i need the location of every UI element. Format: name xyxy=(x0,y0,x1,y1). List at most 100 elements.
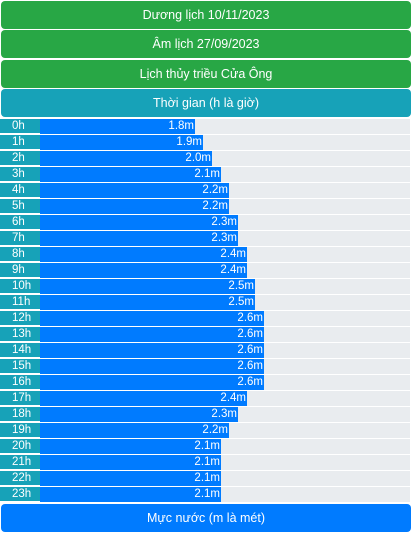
tide-row-0h: 0h 1.8m xyxy=(0,119,412,135)
water-level-bar: 2.2m xyxy=(40,183,229,198)
hour-label: 21h xyxy=(0,455,40,470)
hour-label: 8h xyxy=(0,247,40,262)
hour-label: 18h xyxy=(0,407,40,422)
bar-track: 2.2m xyxy=(40,423,410,439)
hour-label: 7h xyxy=(0,231,40,246)
water-level-bar: 2.3m xyxy=(40,215,238,230)
tide-row-3h: 3h 2.1m xyxy=(0,167,412,183)
hour-label: 11h xyxy=(0,295,40,310)
hour-label: 17h xyxy=(0,391,40,406)
hour-label: 6h xyxy=(0,215,40,230)
water-level-bar: 2.1m xyxy=(40,167,221,182)
tide-row-1h: 1h 1.9m xyxy=(0,135,412,151)
water-level-bar: 2.2m xyxy=(40,423,229,438)
hour-label: 5h xyxy=(0,199,40,214)
tide-row-19h: 19h 2.2m xyxy=(0,423,412,439)
tide-row-10h: 10h 2.5m xyxy=(0,279,412,295)
tide-row-17h: 17h 2.4m xyxy=(0,391,412,407)
water-level-footer: Mực nước (m là mét) xyxy=(1,504,411,532)
solar-date-header: Dương lịch 10/11/2023 xyxy=(1,1,411,29)
tide-row-2h: 2h 2.0m xyxy=(0,151,412,167)
tide-row-8h: 8h 2.4m xyxy=(0,247,412,263)
water-level-bar: 2.6m xyxy=(40,327,264,342)
bar-track: 1.9m xyxy=(40,135,410,151)
water-level-bar: 2.2m xyxy=(40,199,229,214)
tide-row-22h: 22h 2.1m xyxy=(0,471,412,487)
hour-label: 10h xyxy=(0,279,40,294)
water-level-bar: 2.5m xyxy=(40,279,255,294)
water-level-bar: 2.6m xyxy=(40,311,264,326)
hour-label: 20h xyxy=(0,439,40,454)
water-level-bar: 1.8m xyxy=(40,119,195,134)
tide-row-5h: 5h 2.2m xyxy=(0,199,412,215)
water-level-bar: 2.3m xyxy=(40,231,238,246)
bar-track: 2.4m xyxy=(40,391,410,407)
water-level-bar: 2.1m xyxy=(40,455,221,470)
lunar-date-header: Âm lịch 27/09/2023 xyxy=(1,30,411,58)
hour-label: 4h xyxy=(0,183,40,198)
hour-label: 2h xyxy=(0,151,40,166)
water-level-bar: 2.4m xyxy=(40,391,247,406)
tide-row-13h: 13h 2.6m xyxy=(0,327,412,343)
water-level-bar: 2.1m xyxy=(40,471,221,486)
hour-label: 3h xyxy=(0,167,40,182)
hour-label: 22h xyxy=(0,471,40,486)
tide-row-16h: 16h 2.6m xyxy=(0,375,412,391)
bar-track: 2.6m xyxy=(40,311,410,327)
tide-row-11h: 11h 2.5m xyxy=(0,295,412,311)
water-level-bar: 2.0m xyxy=(40,151,212,166)
water-level-bar: 2.5m xyxy=(40,295,255,310)
bar-track: 2.5m xyxy=(40,295,410,311)
bar-track: 2.3m xyxy=(40,407,410,423)
bar-track: 2.6m xyxy=(40,375,410,391)
tide-row-14h: 14h 2.6m xyxy=(0,343,412,359)
hour-label: 14h xyxy=(0,343,40,358)
bar-track: 2.6m xyxy=(40,343,410,359)
bar-track: 2.1m xyxy=(40,167,410,183)
bar-track: 2.1m xyxy=(40,471,410,487)
tide-row-18h: 18h 2.3m xyxy=(0,407,412,423)
bar-track: 2.6m xyxy=(40,359,410,375)
tide-row-9h: 9h 2.4m xyxy=(0,263,412,279)
bar-track: 2.4m xyxy=(40,263,410,279)
water-level-bar: 2.3m xyxy=(40,407,238,422)
bar-track: 2.1m xyxy=(40,455,410,471)
tide-row-21h: 21h 2.1m xyxy=(0,455,412,471)
water-level-bar: 2.1m xyxy=(40,439,221,454)
hour-label: 19h xyxy=(0,423,40,438)
bar-track: 2.0m xyxy=(40,151,410,167)
water-level-bar: 2.4m xyxy=(40,263,247,278)
tide-row-12h: 12h 2.6m xyxy=(0,311,412,327)
water-level-bar: 1.9m xyxy=(40,135,203,150)
hour-label: 9h xyxy=(0,263,40,278)
time-axis-header: Thời gian (h là giờ) xyxy=(1,89,411,117)
hour-label: 1h xyxy=(0,135,40,150)
bar-track: 2.2m xyxy=(40,199,410,215)
bar-track: 2.5m xyxy=(40,279,410,295)
tide-row-6h: 6h 2.3m xyxy=(0,215,412,231)
bar-track: 2.4m xyxy=(40,247,410,263)
tide-row-7h: 7h 2.3m xyxy=(0,231,412,247)
bar-track: 2.3m xyxy=(40,231,410,247)
water-level-bar: 2.1m xyxy=(40,487,221,502)
hour-label: 16h xyxy=(0,375,40,390)
tide-title-header: Lịch thủy triều Cửa Ông xyxy=(1,60,411,88)
water-level-bar: 2.4m xyxy=(40,247,247,262)
hour-label: 23h xyxy=(0,487,40,502)
tide-row-20h: 20h 2.1m xyxy=(0,439,412,455)
bar-track: 2.6m xyxy=(40,327,410,343)
tide-row-4h: 4h 2.2m xyxy=(0,183,412,199)
bar-track: 2.2m xyxy=(40,183,410,199)
hour-label: 0h xyxy=(0,119,40,134)
tide-row-23h: 23h 2.1m xyxy=(0,487,412,503)
water-level-bar: 2.6m xyxy=(40,343,264,358)
bar-track: 2.1m xyxy=(40,439,410,455)
bar-track: 1.8m xyxy=(40,119,410,135)
bar-track: 2.1m xyxy=(40,487,410,503)
water-level-bar: 2.6m xyxy=(40,375,264,390)
tide-row-15h: 15h 2.6m xyxy=(0,359,412,375)
water-level-bar: 2.6m xyxy=(40,359,264,374)
bar-track: 2.3m xyxy=(40,215,410,231)
hour-label: 12h xyxy=(0,311,40,326)
